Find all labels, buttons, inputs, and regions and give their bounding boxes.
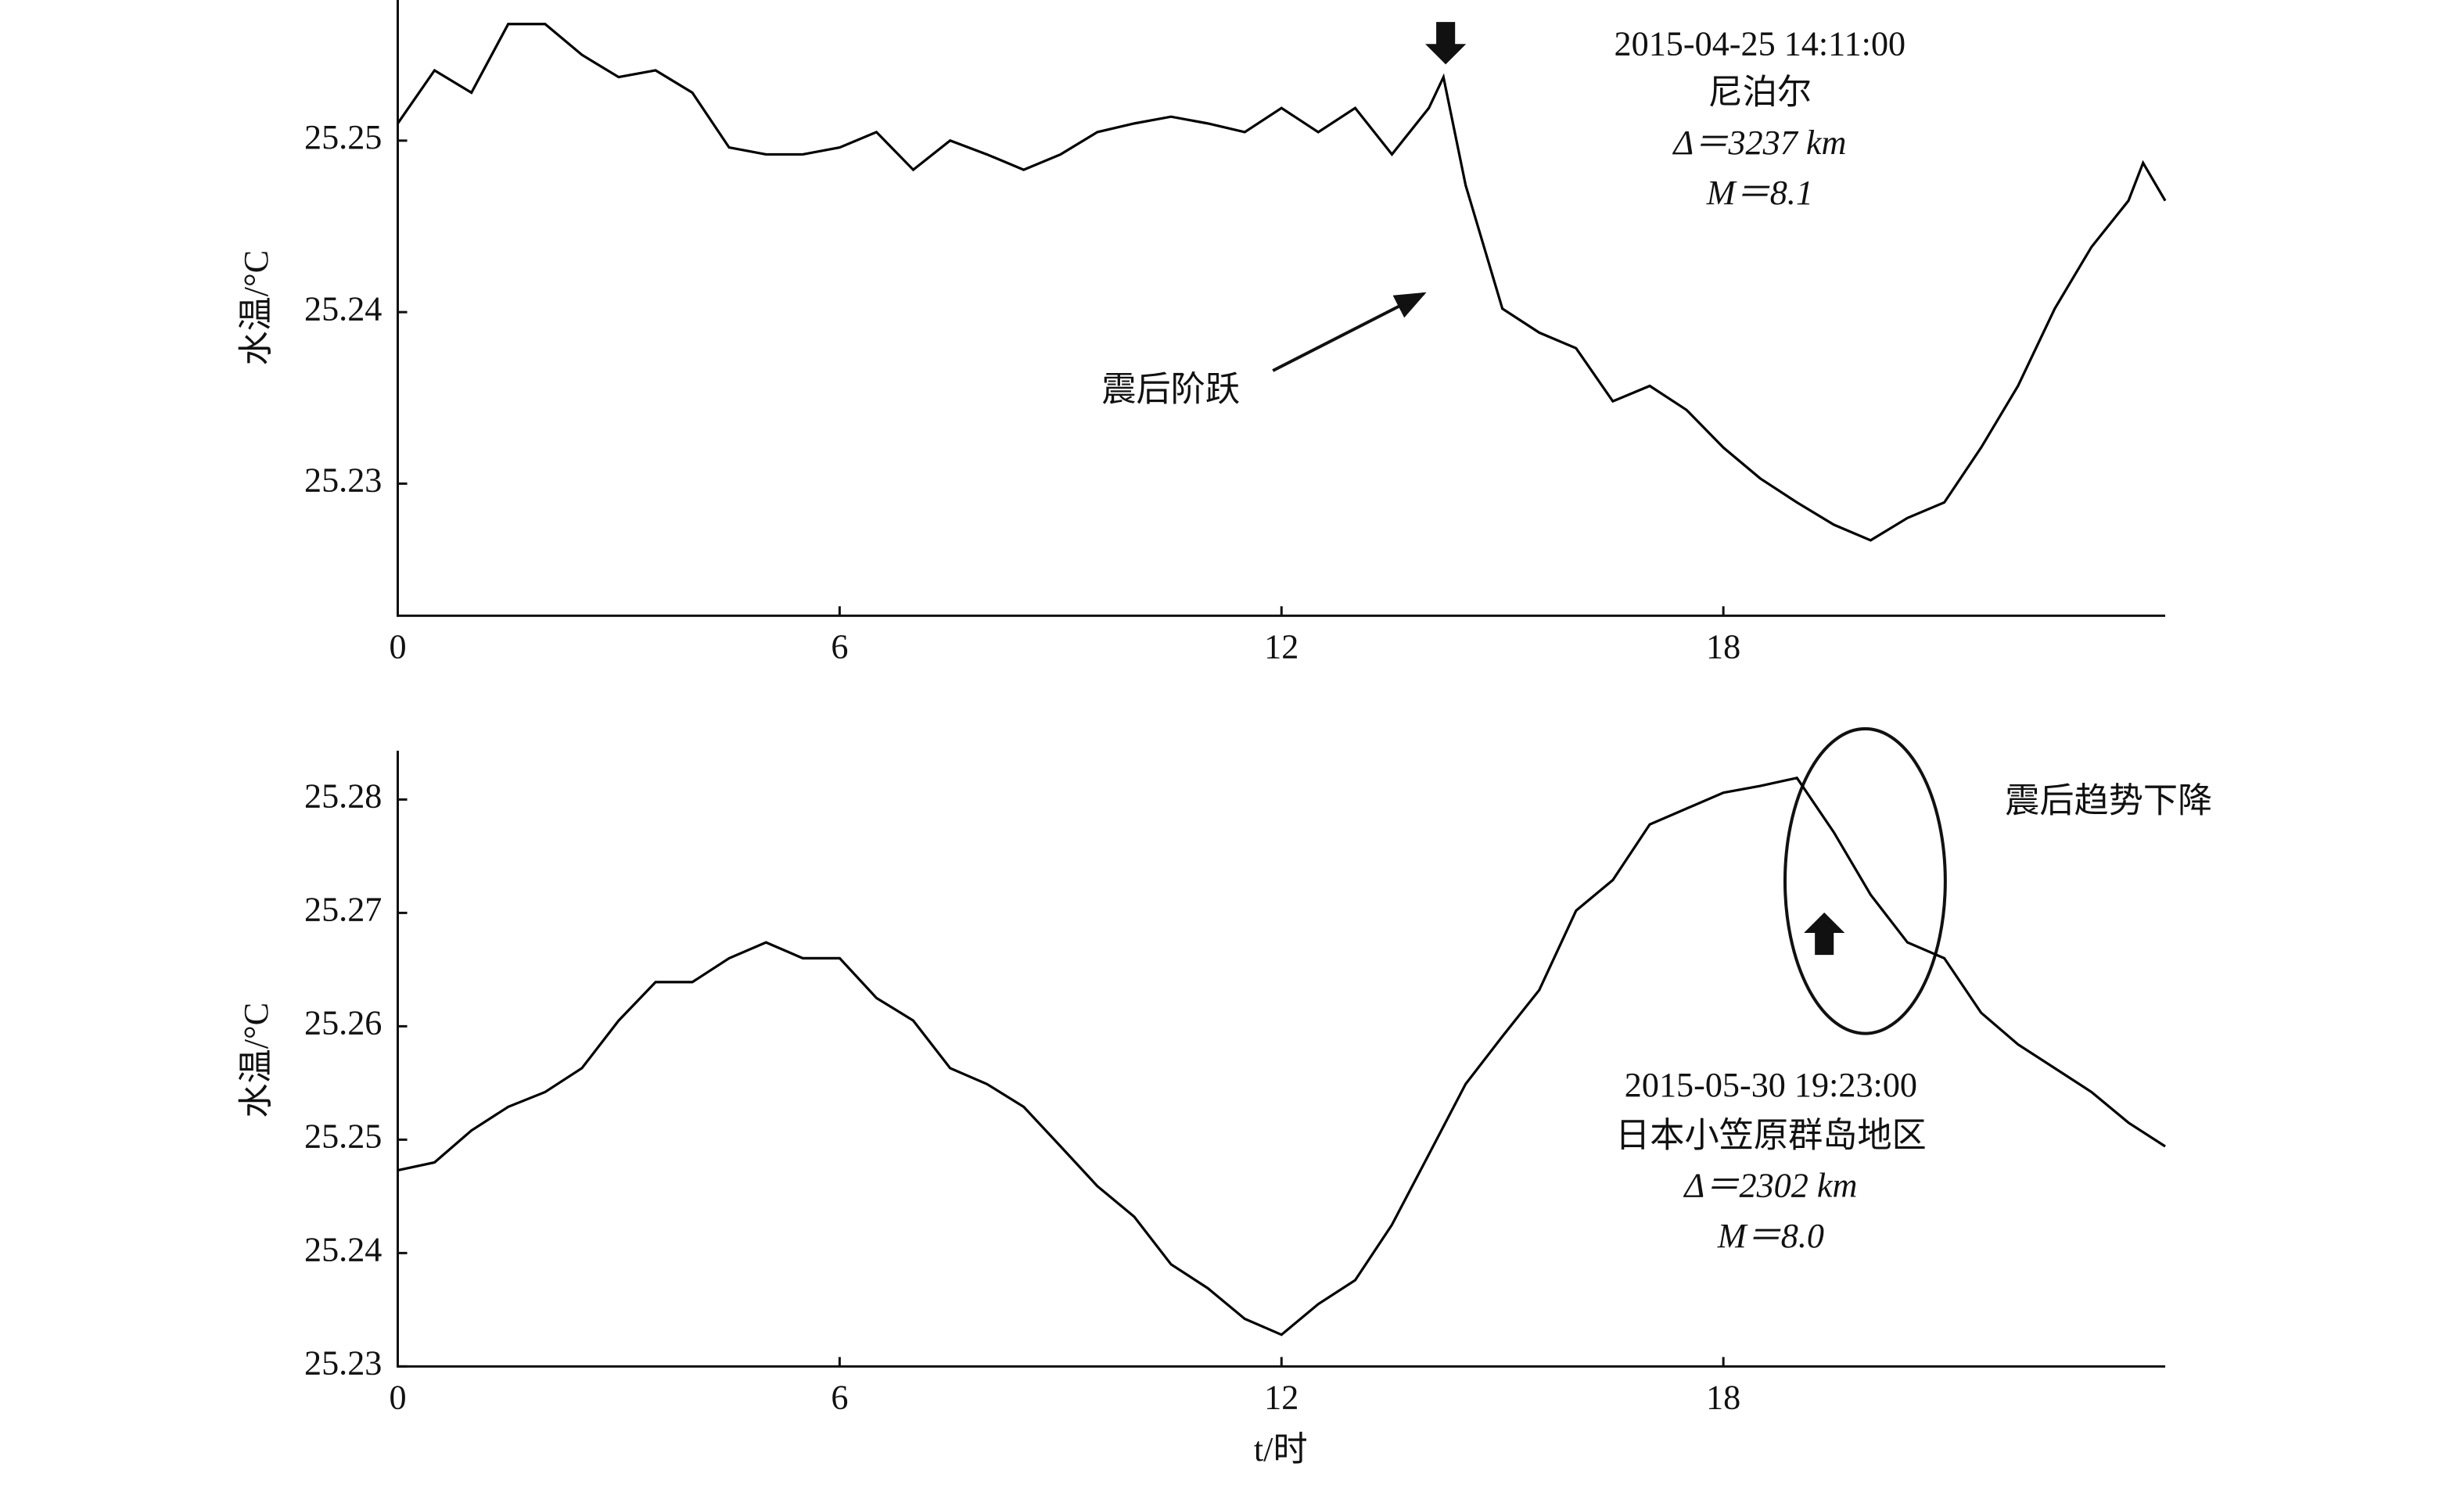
x-tick-label: 12 [1264,1379,1298,1417]
y-axis-label: 水温/°C [237,1003,275,1118]
y-tick-label: 25.23 [304,1344,382,1383]
x-tick-label: 6 [831,628,848,666]
pointer-arrow [1272,292,1427,372]
x-tick-label: 18 [1706,628,1740,666]
annotation: 震后趋势下降 [2005,781,2212,820]
y-axis-label: 水温/°C [237,250,275,366]
data-line [397,23,2167,542]
x-tick-label: 12 [1264,628,1298,666]
axis [396,751,2166,1368]
y-tick-label: 25.27 [304,891,382,929]
annotation: M＝8.0 [1717,1217,1824,1255]
event-arrow [1804,912,1845,956]
x-tick-label: 0 [389,1379,406,1417]
y-tick-label: 25.26 [304,1004,382,1042]
event-arrow [1425,22,1467,65]
y-tick-label: 25.25 [304,118,382,156]
annotation: Δ＝3237 km [1672,124,1846,162]
y-tick-label: 25.23 [304,461,382,500]
annotation: 尼泊尔 [1708,74,1812,112]
annotation: 2015-05-30 19:23:00 [1625,1066,1917,1104]
y-tick-label: 25.28 [304,777,382,816]
y-tick-label: 25.24 [304,289,382,328]
highlight-ellipse [1783,726,1947,1035]
x-tick-label: 0 [389,628,406,666]
y-tick-label: 25.24 [304,1231,382,1269]
x-tick-label: 6 [831,1379,848,1417]
annotation: M＝8.1 [1706,174,1813,212]
annotation: 日本小笠原群岛地区 [1615,1116,1927,1154]
x-axis-label: t/时 [1254,1430,1308,1469]
x-tick-label: 18 [1706,1379,1740,1417]
annotation: Δ＝2302 km [1683,1167,1857,1205]
annotation: 2015-04-25 14:11:00 [1615,24,1906,63]
annotation: 震后阶跃 [1101,370,1240,408]
data-line [397,777,2166,1336]
y-tick-label: 25.25 [304,1117,382,1156]
